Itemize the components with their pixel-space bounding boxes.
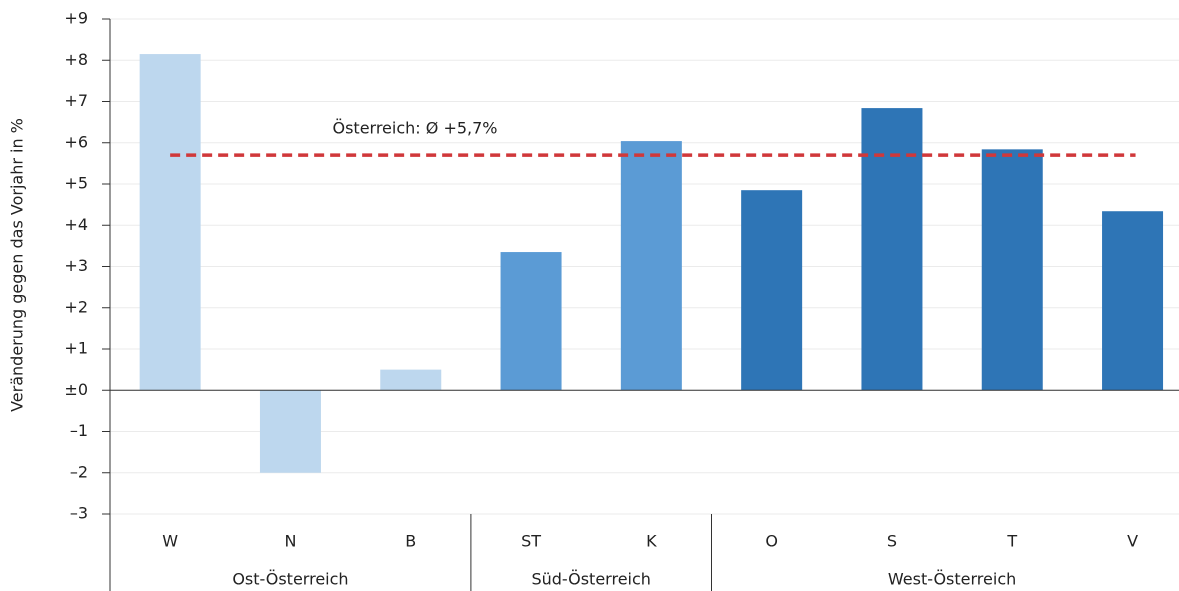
- y-tick-label: +9: [64, 9, 88, 28]
- group-label: Süd-Österreich: [531, 570, 650, 589]
- y-tick-label: +1: [64, 339, 88, 358]
- y-tick-label: –1: [70, 421, 88, 440]
- y-tick-label: +3: [64, 256, 88, 275]
- bar: [500, 252, 562, 391]
- x-tick-label: N: [284, 532, 296, 551]
- x-tick-label: V: [1127, 532, 1138, 551]
- y-tick-label: +5: [64, 174, 88, 193]
- y-axis-label: Veränderung gegen das Vorjahr in %: [8, 118, 27, 412]
- y-tick-label: +6: [64, 132, 88, 151]
- x-tick-label: S: [887, 532, 897, 551]
- y-tick-label: +4: [64, 215, 88, 234]
- bar: [259, 390, 321, 473]
- bar: [1102, 211, 1164, 391]
- bar: [139, 54, 201, 391]
- x-tick-label: K: [646, 532, 657, 551]
- bar: [981, 149, 1043, 391]
- y-tick-label: +2: [64, 297, 88, 316]
- y-tick-label: –3: [70, 504, 88, 523]
- y-tick-label: –2: [70, 462, 88, 481]
- x-tick-label: T: [1006, 532, 1017, 551]
- y-tick-label: +7: [64, 91, 88, 110]
- bar: [741, 190, 803, 391]
- bar: [861, 108, 923, 391]
- x-tick-label: W: [162, 532, 178, 551]
- reference-label: Österreich: Ø +5,7%: [332, 119, 497, 138]
- x-tick-label: O: [765, 532, 778, 551]
- bar: [380, 369, 442, 391]
- x-tick-label: B: [405, 532, 416, 551]
- y-tick-label: ±0: [64, 380, 88, 399]
- x-tick-label: ST: [521, 532, 541, 551]
- bar: [620, 141, 682, 391]
- group-label: West-Österreich: [888, 570, 1016, 589]
- group-label: Ost-Österreich: [232, 570, 348, 589]
- y-tick-label: +8: [64, 50, 88, 69]
